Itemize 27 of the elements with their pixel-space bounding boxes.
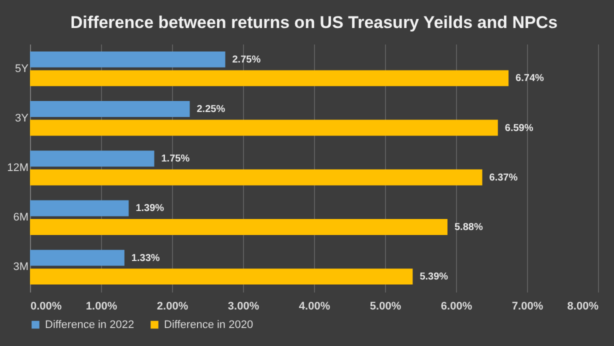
- y-tick-label: 5Y: [15, 62, 30, 75]
- data-label: 5.88%: [454, 222, 483, 233]
- x-tick-label: 4.00%: [298, 300, 330, 312]
- x-tick-label: 3.00%: [228, 300, 260, 312]
- data-label: 6.59%: [504, 122, 534, 134]
- x-tick-label: 8.00%: [567, 300, 599, 312]
- data-label: 6.74%: [516, 73, 544, 84]
- data-label: 6.37%: [489, 172, 518, 184]
- chart-title: Difference between returns on US Treasury Yeilds and NPCs: [70, 13, 558, 32]
- y-tick-label: 3M: [13, 261, 28, 274]
- x-tick-label: 7.00%: [512, 300, 544, 312]
- y-tick-label: 12M: [7, 162, 28, 174]
- data-label: 2.75%: [232, 54, 261, 66]
- x-tick-label: 6.00%: [440, 300, 472, 312]
- data-label: 2.25%: [196, 104, 226, 116]
- y-tick-label: 6M: [13, 212, 28, 224]
- legend-label: Difference in 2022: [45, 318, 134, 331]
- data-label: 1.33%: [131, 252, 160, 264]
- data-label: 5.39%: [420, 272, 448, 283]
- x-tick-label: 0.00%: [30, 300, 62, 312]
- legend-label: Difference in 2020: [164, 318, 254, 331]
- x-tick-label: 2.00%: [156, 300, 188, 312]
- x-tick-label: 5.00%: [370, 300, 402, 312]
- x-tick-label: 1.00%: [86, 300, 118, 312]
- y-tick-label: 3Y: [15, 112, 30, 124]
- data-label: 1.39%: [136, 203, 164, 214]
- data-label: 1.75%: [161, 154, 190, 165]
